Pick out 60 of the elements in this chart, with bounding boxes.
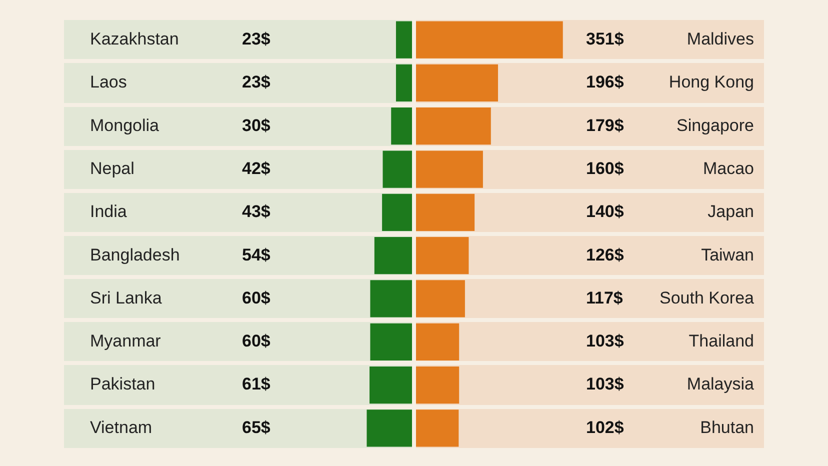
data-label: 61$ bbox=[242, 374, 271, 394]
y-tick-label: Japan bbox=[708, 202, 754, 222]
y-tick-label: Bangladesh bbox=[90, 245, 180, 264]
y-tick-label: Hong Kong bbox=[668, 72, 754, 92]
bar bbox=[382, 194, 412, 231]
bar bbox=[416, 323, 460, 360]
bar bbox=[370, 366, 412, 404]
data-label: 42$ bbox=[242, 158, 271, 178]
y-tick-label: Bhutan bbox=[700, 418, 754, 437]
bar bbox=[416, 194, 475, 231]
y-tick-label: Myanmar bbox=[90, 332, 162, 351]
bar bbox=[416, 280, 465, 318]
data-label: 126$ bbox=[586, 245, 624, 264]
data-label: 103$ bbox=[586, 332, 624, 351]
bar bbox=[396, 64, 412, 102]
y-tick-label: Pakistan bbox=[90, 374, 156, 394]
data-label: 23$ bbox=[242, 29, 271, 48]
data-label: 102$ bbox=[586, 418, 624, 437]
data-label: 23$ bbox=[242, 72, 271, 92]
data-label: 351$ bbox=[586, 29, 624, 48]
y-tick-label: Malaysia bbox=[686, 374, 755, 394]
data-label: 30$ bbox=[242, 116, 271, 135]
data-label: 54$ bbox=[242, 245, 271, 264]
bar bbox=[382, 150, 412, 188]
bar bbox=[366, 410, 412, 447]
data-label: 160$ bbox=[586, 158, 624, 178]
y-tick-label: Singapore bbox=[676, 116, 754, 135]
bar bbox=[416, 64, 498, 102]
data-label: 196$ bbox=[586, 72, 624, 92]
data-label: 65$ bbox=[242, 418, 271, 437]
y-tick-label: Vietnam bbox=[90, 418, 152, 437]
data-label: 43$ bbox=[242, 202, 271, 222]
y-tick-label: Thailand bbox=[688, 332, 754, 351]
y-tick-label: Kazakhstan bbox=[90, 29, 179, 48]
bar bbox=[370, 280, 412, 318]
y-tick-label: India bbox=[90, 202, 128, 222]
bar bbox=[416, 21, 563, 58]
bar bbox=[416, 237, 469, 274]
bar bbox=[416, 150, 483, 188]
data-label: 140$ bbox=[586, 202, 624, 222]
y-tick-label: Sri Lanka bbox=[90, 288, 162, 308]
bar bbox=[416, 108, 491, 145]
bar bbox=[374, 237, 412, 274]
y-tick-label: Maldives bbox=[686, 29, 754, 48]
y-tick-label: South Korea bbox=[659, 288, 755, 308]
data-label: 103$ bbox=[586, 374, 624, 394]
y-tick-label: Taiwan bbox=[701, 245, 754, 264]
bar bbox=[416, 410, 459, 447]
y-tick-label: Macao bbox=[702, 158, 754, 178]
data-label: 60$ bbox=[242, 332, 271, 351]
bar bbox=[396, 21, 412, 58]
y-tick-label: Mongolia bbox=[90, 116, 160, 135]
bar bbox=[391, 108, 412, 145]
data-label: 60$ bbox=[242, 288, 271, 308]
y-tick-label: Nepal bbox=[90, 158, 134, 178]
bar bbox=[370, 323, 412, 360]
y-tick-label: Laos bbox=[90, 72, 127, 92]
bar bbox=[416, 366, 460, 404]
data-label: 179$ bbox=[586, 116, 624, 135]
data-label: 117$ bbox=[586, 288, 624, 308]
